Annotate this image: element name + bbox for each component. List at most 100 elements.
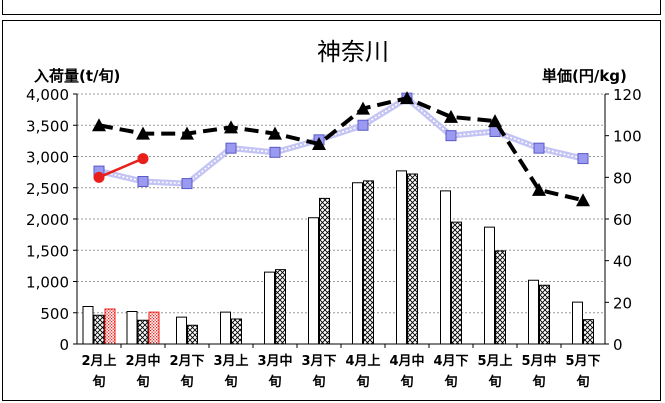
bar [352, 182, 363, 345]
x-tick-label: 5月上 [477, 354, 512, 369]
y-left-tick-label: 1,000 [26, 274, 69, 292]
bar [308, 217, 319, 345]
bar [363, 180, 374, 345]
bar [82, 306, 94, 345]
point [445, 130, 457, 142]
x-tick-label: 旬 [531, 374, 545, 390]
point [269, 146, 281, 158]
series-line [98, 157, 144, 179]
point [180, 126, 194, 140]
top-strip [2, 0, 661, 15]
bar [528, 279, 539, 345]
line-layer [92, 91, 590, 207]
point [400, 91, 414, 105]
y-right-tick-label: 40 [613, 253, 632, 271]
bar-layer [82, 170, 594, 345]
point [576, 193, 590, 207]
point [225, 142, 237, 154]
bar [440, 190, 451, 345]
bar [572, 301, 583, 345]
x-tick-label: 5月下 [565, 354, 600, 369]
series-line [98, 96, 584, 203]
point [444, 109, 458, 123]
bar [137, 319, 149, 345]
series-line [98, 95, 584, 187]
y-left-tick-label: 500 [40, 305, 69, 323]
x-tick-label: 旬 [399, 374, 413, 390]
bar [451, 221, 462, 345]
x-tick-label: 旬 [91, 374, 105, 390]
x-tick-label: 旬 [223, 374, 237, 390]
bar [495, 250, 506, 345]
point [488, 114, 502, 128]
bar [275, 269, 286, 345]
y-right-tick-label: 120 [613, 86, 642, 104]
point [268, 126, 282, 140]
bar [104, 308, 116, 345]
point [357, 119, 369, 131]
x-tick-label: 2月中 [125, 353, 160, 369]
x-tick-label: 旬 [355, 374, 369, 390]
tick-labels: 0 500 1,000 1,500 2,000 2,500 3,000 3,500 4,000 0… [26, 86, 642, 390]
bar [396, 170, 407, 345]
gridlines [77, 93, 605, 314]
point [312, 137, 326, 150]
x-tick-label: 旬 [267, 374, 281, 390]
bar [231, 318, 242, 345]
y-left-tick-label: 2,500 [26, 180, 69, 198]
point [93, 171, 105, 183]
bar [583, 319, 594, 345]
series-line-inner [98, 97, 584, 185]
x-tick-label: 2月下 [169, 354, 204, 369]
y-left-tick-label: 3,500 [26, 117, 69, 135]
x-tick-label: 5月中 [521, 353, 556, 369]
x-tick-label: 旬 [487, 374, 501, 390]
point [356, 101, 370, 115]
bar [407, 173, 418, 345]
bar [539, 284, 550, 345]
y-right-tick-label: 0 [613, 336, 623, 354]
x-tick-label: 4月中 [389, 353, 424, 369]
point [224, 120, 238, 134]
y-right-tick-label: 100 [613, 128, 642, 146]
chart-title: 神奈川 [317, 38, 389, 66]
bar [176, 316, 187, 345]
x-tick-label: 4月上 [345, 354, 380, 369]
point [532, 182, 546, 196]
bar [319, 197, 330, 345]
x-tick-label: 3月上 [213, 354, 248, 369]
y-right-tick-label: 20 [613, 294, 632, 312]
x-tick-label: 2月上 [81, 354, 116, 369]
point [137, 153, 149, 165]
bar [126, 311, 138, 345]
y-left-tick-label: 3,000 [26, 149, 69, 167]
x-tick-label: 旬 [311, 374, 325, 390]
point [181, 178, 193, 190]
y-right-tick-label: 80 [613, 169, 632, 187]
point [137, 176, 149, 187]
x-tick-label: 旬 [575, 374, 589, 390]
bar [187, 324, 198, 345]
x-tick-label: 旬 [179, 374, 193, 390]
bar [220, 311, 231, 345]
x-tick-label: 旬 [443, 374, 457, 390]
point [92, 118, 106, 132]
y-left-tick-label: 2,000 [26, 211, 69, 229]
y-left-axis-label: 入荷量(t/旬) [34, 67, 120, 85]
y-left-tick-label: 0 [59, 336, 69, 354]
y-right-axis-label: 単価(円/kg) [542, 67, 627, 85]
point [577, 153, 589, 165]
x-tick-label: 旬 [135, 374, 149, 390]
bar [93, 314, 105, 345]
bar [484, 226, 495, 345]
axes [73, 93, 609, 348]
bar [148, 311, 160, 345]
y-right-tick-label: 60 [613, 211, 632, 229]
point [136, 126, 150, 140]
bar [264, 271, 275, 345]
point [533, 142, 545, 154]
y-left-tick-label: 4,000 [26, 86, 69, 104]
x-tick-label: 3月中 [257, 353, 292, 369]
y-left-tick-label: 1,500 [26, 242, 69, 260]
